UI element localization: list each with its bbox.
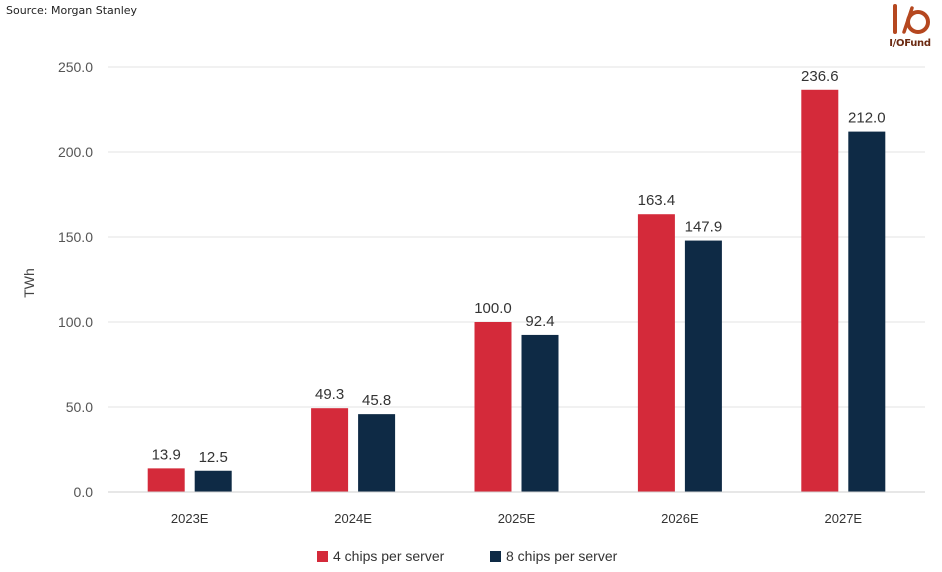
data-label: 92.4 — [525, 313, 554, 330]
data-label: 13.9 — [152, 446, 181, 463]
data-label: 49.3 — [315, 386, 344, 403]
bar-four-chips-2027E — [801, 89, 839, 492]
io-fund-logo: I/OFund — [884, 2, 936, 54]
gridlines — [108, 66, 925, 408]
data-label: 147.9 — [685, 219, 723, 236]
y-tick-label: 250.0 — [58, 59, 93, 75]
bar-four-chips-2025E — [474, 322, 512, 492]
io-logo-icon — [893, 4, 930, 34]
data-label: 212.0 — [848, 110, 886, 127]
y-tick-label: 100.0 — [58, 314, 93, 330]
x-category-label: 2027E — [825, 511, 863, 526]
x-axis-categories: 2023E 2024E 2025E 2026E 2027E — [171, 511, 863, 526]
bar-eight-chips-2026E — [684, 240, 722, 492]
y-tick-label: 150.0 — [58, 229, 93, 245]
x-category-label: 2023E — [171, 511, 209, 526]
bar-eight-chips-2025E — [521, 334, 559, 492]
legend-swatch — [317, 551, 328, 562]
data-label: 100.0 — [474, 300, 512, 317]
y-axis-ticks: 0.0 50.0 100.0 150.0 200.0 250.0 — [58, 59, 93, 500]
legend-swatch — [490, 551, 501, 562]
legend: 4 chips per server 8 chips per server — [317, 548, 618, 564]
bar-four-chips-2023E — [147, 468, 185, 492]
y-axis-label: TWh — [21, 268, 37, 298]
data-label: 12.5 — [199, 449, 228, 466]
legend-label: 8 chips per server — [506, 548, 618, 564]
bar-eight-chips-2027E — [848, 131, 886, 492]
bar-four-chips-2026E — [637, 214, 675, 492]
logo-text: I/OFund — [889, 38, 931, 49]
y-tick-label: 200.0 — [58, 144, 93, 160]
bar-eight-chips-2024E — [358, 414, 396, 492]
x-category-label: 2024E — [334, 511, 372, 526]
data-label: 163.4 — [638, 192, 676, 209]
data-labels: 13.9 12.5 49.3 45.8 100.0 92.4 163.4 147.9 236.6… — [152, 68, 886, 466]
source-note: Source: Morgan Stanley — [6, 4, 138, 17]
x-category-label: 2026E — [661, 511, 699, 526]
data-label: 45.8 — [362, 392, 391, 409]
bars — [147, 89, 886, 492]
legend-label: 4 chips per server — [333, 548, 445, 564]
x-category-label: 2025E — [498, 511, 536, 526]
y-tick-label: 50.0 — [66, 399, 93, 415]
data-label: 236.6 — [801, 68, 839, 85]
bar-eight-chips-2023E — [194, 470, 232, 492]
bar-four-chips-2024E — [311, 408, 349, 492]
y-tick-label: 0.0 — [74, 484, 94, 500]
